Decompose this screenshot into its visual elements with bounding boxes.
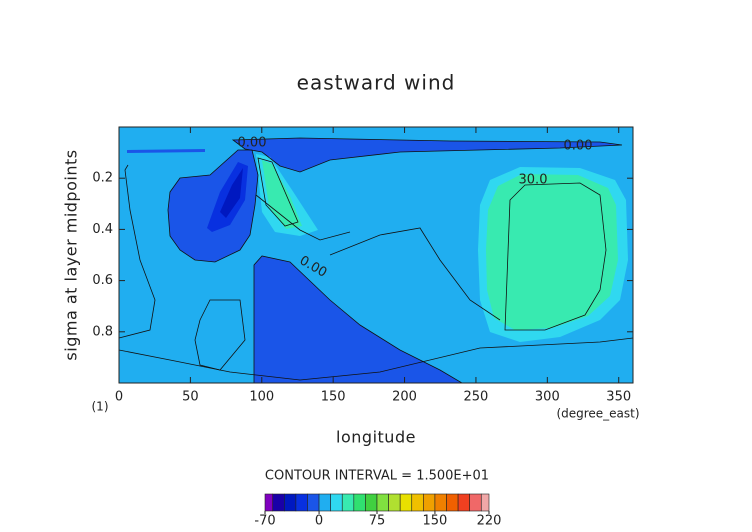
colorbar-segment: [318, 493, 331, 512]
colorbar-segment: [446, 493, 459, 512]
contour-line: [255, 194, 351, 241]
x-tick-label: 50: [182, 390, 199, 405]
colorbar-segment: [272, 493, 285, 512]
x-tick-label: 300: [535, 390, 560, 405]
colorbar-tick-label: 220: [477, 514, 502, 529]
colorbar-segment: [264, 493, 274, 512]
plot-frame: [118, 126, 634, 384]
colorbar-segment: [457, 493, 470, 512]
contour-label: 30.0: [519, 173, 548, 188]
x-tick-label: 200: [392, 390, 417, 405]
contour-fill: [127, 149, 205, 153]
contour-fill: [220, 168, 243, 218]
colorbar-segment: [434, 493, 447, 512]
colorbar-segment: [307, 493, 320, 512]
y-tick-label: 0.8: [92, 324, 113, 339]
contour-line: [504, 182, 607, 331]
contour-label: 0.00: [238, 136, 267, 151]
contour-line: [253, 255, 463, 384]
contour-line: [257, 157, 299, 227]
contour-fill: [486, 174, 618, 330]
colorbar-tick-label: 0: [315, 514, 323, 529]
contour-label: 0.00: [564, 139, 593, 154]
y-tick-label: 0.2: [92, 171, 113, 186]
colorbar-segment: [399, 493, 413, 512]
colorbar-segment: [480, 493, 490, 512]
colorbar-segment: [341, 493, 355, 512]
x-tick-label: 250: [464, 390, 489, 405]
colorbar-segment: [295, 493, 308, 512]
colorbar-segment: [365, 493, 378, 512]
colorbar-segment: [353, 493, 366, 512]
colorbar-segment: [423, 493, 436, 512]
colorbar-segment: [284, 493, 297, 512]
contour-line: [194, 299, 246, 371]
chart-title: eastward wind: [297, 71, 456, 95]
x-tick-label: 350: [606, 390, 631, 405]
colorbar-tick-label: 150: [423, 514, 448, 529]
contour-line: [118, 337, 634, 381]
contour-line: [329, 227, 501, 321]
y-tick-label: 0.6: [92, 273, 113, 288]
colorbar-segment: [388, 493, 401, 512]
y-unit: (1): [92, 400, 109, 414]
contour-fill: [262, 160, 302, 229]
colorbar-segment: [330, 493, 343, 512]
contour-fill: [254, 256, 462, 383]
x-tick-label: 0: [115, 390, 123, 405]
x-tick-label: 150: [321, 390, 346, 405]
colorbar-segment: [411, 493, 424, 512]
x-unit: (degree_east): [556, 407, 639, 421]
colorbar-segment: [469, 493, 482, 512]
x-tick-label: 100: [249, 390, 274, 405]
contour-fill: [233, 138, 622, 172]
y-axis-label: sigma at layer midpoints: [62, 149, 81, 360]
colorbar-segment: [376, 493, 389, 512]
contour-line: [231, 137, 623, 173]
x-axis-label: longitude: [336, 428, 416, 447]
colorbar-tick-label: -70: [254, 514, 275, 529]
contour-line: [118, 164, 156, 339]
contour-line: [167, 149, 259, 263]
colorbar-tick-label: 75: [369, 514, 386, 529]
contour-interval: CONTOUR INTERVAL = 1.500E+01: [265, 469, 489, 484]
y-tick-label: 0.4: [92, 222, 113, 237]
